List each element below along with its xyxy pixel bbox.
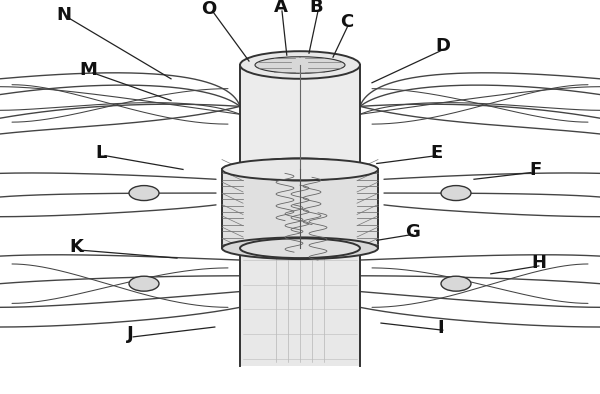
Text: N: N [57,6,72,24]
Ellipse shape [255,57,345,73]
Ellipse shape [240,51,360,79]
Text: G: G [406,223,420,241]
Bar [240,65,360,169]
Text: H: H [532,254,547,272]
Ellipse shape [441,186,471,201]
Text: I: I [437,319,445,337]
Text: A: A [274,0,288,16]
Text: D: D [436,37,450,56]
Text: O: O [201,0,217,18]
Text: B: B [310,0,323,16]
Text: F: F [529,161,541,179]
Ellipse shape [240,158,360,180]
Text: M: M [80,61,98,79]
Ellipse shape [441,276,471,291]
Text: J: J [127,325,134,343]
Text: C: C [340,13,353,31]
Ellipse shape [222,237,378,259]
Text: E: E [431,144,443,162]
Ellipse shape [222,158,378,180]
Bar [222,169,378,248]
Ellipse shape [129,186,159,201]
Text: K: K [70,238,84,256]
Bar [240,248,360,366]
Text: L: L [95,144,106,162]
Ellipse shape [129,276,159,291]
Ellipse shape [240,238,360,258]
